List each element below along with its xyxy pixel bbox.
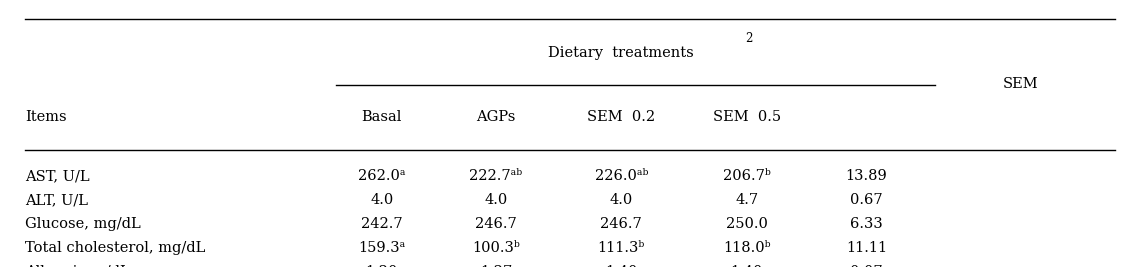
Text: 206.7ᵇ: 206.7ᵇ — [723, 169, 771, 183]
Text: 1.20: 1.20 — [366, 265, 398, 267]
Text: 246.7: 246.7 — [475, 217, 516, 231]
Text: Items: Items — [25, 111, 67, 124]
Text: 4.7: 4.7 — [735, 193, 758, 207]
Text: Basal: Basal — [361, 111, 402, 124]
Text: AST, U/L: AST, U/L — [25, 169, 90, 183]
Text: 111.3ᵇ: 111.3ᵇ — [597, 241, 645, 255]
Text: Albumin, g/dL: Albumin, g/dL — [25, 265, 130, 267]
Text: Dietary  treatments: Dietary treatments — [548, 46, 694, 60]
Text: SEM: SEM — [1002, 77, 1039, 91]
Text: 13.89: 13.89 — [846, 169, 887, 183]
Text: 222.7ᵃᵇ: 222.7ᵃᵇ — [470, 169, 522, 183]
Text: 1.40: 1.40 — [731, 265, 763, 267]
Text: 159.3ᵃ: 159.3ᵃ — [358, 241, 406, 255]
Text: 1.40: 1.40 — [605, 265, 637, 267]
Text: 118.0ᵇ: 118.0ᵇ — [723, 241, 771, 255]
Text: 246.7: 246.7 — [601, 217, 642, 231]
Text: 226.0ᵃᵇ: 226.0ᵃᵇ — [595, 169, 648, 183]
Text: 4.0: 4.0 — [610, 193, 633, 207]
Text: 242.7: 242.7 — [361, 217, 402, 231]
Text: 2: 2 — [746, 32, 752, 45]
Text: 4.0: 4.0 — [484, 193, 507, 207]
Text: 100.3ᵇ: 100.3ᵇ — [472, 241, 520, 255]
Text: ALT, U/L: ALT, U/L — [25, 193, 88, 207]
Text: 262.0ᵃ: 262.0ᵃ — [358, 169, 406, 183]
Text: 1.27: 1.27 — [480, 265, 512, 267]
Text: 0.07: 0.07 — [850, 265, 882, 267]
Text: 11.11: 11.11 — [846, 241, 887, 255]
Text: Glucose, mg/dL: Glucose, mg/dL — [25, 217, 141, 231]
Text: 4.0: 4.0 — [370, 193, 393, 207]
Text: 0.67: 0.67 — [850, 193, 882, 207]
Text: AGPs: AGPs — [477, 111, 515, 124]
Text: 6.33: 6.33 — [850, 217, 882, 231]
Text: 250.0: 250.0 — [726, 217, 767, 231]
Text: SEM  0.5: SEM 0.5 — [712, 111, 781, 124]
Text: SEM  0.2: SEM 0.2 — [587, 111, 656, 124]
Text: Total cholesterol, mg/dL: Total cholesterol, mg/dL — [25, 241, 205, 255]
